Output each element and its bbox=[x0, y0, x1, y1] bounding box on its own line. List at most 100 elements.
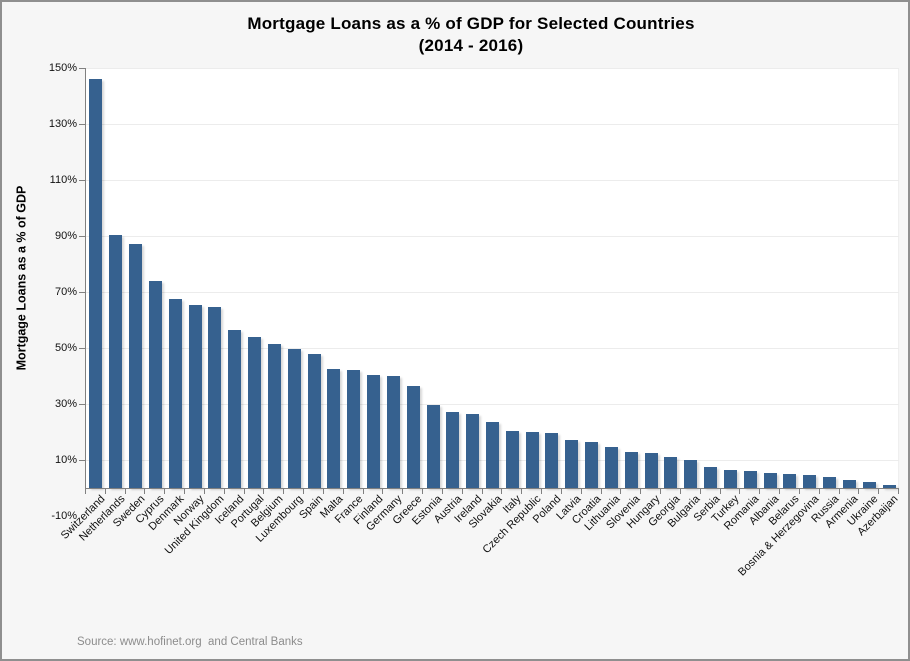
x-tick bbox=[461, 488, 463, 494]
x-tick bbox=[263, 488, 265, 494]
gridline-50 bbox=[86, 348, 899, 349]
x-tick bbox=[818, 488, 820, 494]
bar-ireland bbox=[466, 413, 480, 488]
x-tick bbox=[441, 488, 443, 494]
x-tick bbox=[104, 488, 106, 494]
x-tick bbox=[243, 488, 245, 494]
bar-austria bbox=[446, 412, 460, 488]
x-tick bbox=[164, 488, 166, 494]
bar-spain bbox=[307, 353, 321, 488]
x-tick bbox=[283, 488, 285, 494]
bar-serbia bbox=[704, 467, 718, 488]
bar-bulgaria bbox=[684, 460, 698, 488]
gridline-30 bbox=[86, 404, 899, 405]
x-tick bbox=[85, 488, 86, 494]
bar-croatia bbox=[585, 441, 599, 488]
x-tick bbox=[779, 488, 781, 494]
bar-luxembourg bbox=[287, 349, 301, 488]
chart-title-line2: (2014 - 2016) bbox=[418, 36, 524, 55]
x-tick bbox=[203, 488, 205, 494]
bar-lithuania bbox=[604, 447, 618, 488]
x-tick bbox=[342, 488, 344, 494]
bar-norway bbox=[188, 304, 202, 488]
bar-sweden bbox=[129, 244, 143, 488]
y-tick-label-50: 50% bbox=[54, 341, 77, 354]
gridline-70 bbox=[86, 292, 899, 293]
gridline-90 bbox=[86, 236, 899, 237]
x-tick bbox=[402, 488, 404, 494]
bar-estonia bbox=[426, 405, 440, 488]
y-tick-label-70: 70% bbox=[54, 285, 77, 298]
bar-switzerland bbox=[89, 79, 103, 488]
bar-netherlands bbox=[109, 234, 123, 488]
chart-title-line1: Mortgage Loans as a % of GDP for Selecte… bbox=[247, 14, 695, 33]
y-tick-label--10: -10% bbox=[51, 509, 77, 522]
bar-malta bbox=[327, 369, 341, 488]
bar-romania bbox=[743, 471, 757, 488]
bar-italy bbox=[505, 430, 519, 488]
x-tick bbox=[679, 488, 681, 494]
y-tick-label-110: 110% bbox=[49, 173, 77, 186]
bar-latvia bbox=[565, 440, 579, 488]
y-tick-label-130: 130% bbox=[48, 117, 77, 130]
bar-united-kingdom bbox=[208, 307, 222, 488]
bar-france bbox=[347, 370, 361, 488]
chart-title: Mortgage Loans as a % of GDP for Selecte… bbox=[17, 13, 908, 57]
y-tick-150 bbox=[79, 68, 85, 69]
x-tick bbox=[422, 488, 424, 494]
source-note: Source: www.hofinet.org and Central Bank… bbox=[77, 636, 303, 648]
y-tick-50 bbox=[79, 348, 85, 349]
x-tick bbox=[759, 488, 761, 494]
x-tick bbox=[660, 488, 662, 494]
bar-georgia bbox=[664, 457, 678, 488]
x-tick bbox=[124, 488, 126, 494]
x-tick bbox=[739, 488, 741, 494]
bar-portugal bbox=[248, 336, 262, 488]
y-tick-70 bbox=[79, 292, 85, 293]
bar-greece bbox=[406, 385, 420, 488]
x-tick bbox=[699, 488, 701, 494]
y-tick-90 bbox=[79, 236, 85, 237]
x-tick bbox=[719, 488, 721, 494]
x-tick bbox=[898, 488, 899, 494]
x-tick bbox=[600, 488, 602, 494]
y-axis-line bbox=[85, 68, 86, 489]
x-tick bbox=[184, 488, 186, 494]
x-tick bbox=[382, 488, 384, 494]
bar-czech-republic bbox=[525, 432, 539, 488]
bar-belarus bbox=[783, 474, 797, 488]
x-tick bbox=[322, 488, 324, 494]
x-axis-line bbox=[85, 488, 899, 489]
bar-russia bbox=[823, 476, 837, 488]
x-tick bbox=[878, 488, 880, 494]
bar-hungary bbox=[644, 453, 658, 488]
bar-azerbaijan bbox=[882, 485, 896, 488]
y-tick-110 bbox=[79, 180, 85, 181]
x-tick bbox=[858, 488, 860, 494]
bar-denmark bbox=[168, 299, 182, 488]
bar-cyprus bbox=[148, 280, 162, 488]
x-tick bbox=[838, 488, 840, 494]
y-tick-label-10: 10% bbox=[54, 453, 77, 466]
x-tick bbox=[223, 488, 225, 494]
x-tick bbox=[798, 488, 800, 494]
x-tick bbox=[640, 488, 642, 494]
x-tick bbox=[620, 488, 622, 494]
y-tick-label-150: 150% bbox=[48, 61, 77, 74]
gridline-110 bbox=[86, 180, 899, 181]
gridline-130 bbox=[86, 124, 899, 125]
bar-germany bbox=[386, 376, 400, 488]
bar-ukraine bbox=[862, 482, 876, 488]
bar-bosnia-herzegovina bbox=[803, 475, 817, 488]
y-tick-label-90: 90% bbox=[54, 229, 77, 242]
x-tick bbox=[521, 488, 523, 494]
bar-armenia bbox=[842, 479, 856, 488]
bar-iceland bbox=[228, 329, 242, 488]
y-tick-10 bbox=[79, 460, 85, 461]
y-tick-130 bbox=[79, 124, 85, 125]
bar-finland bbox=[367, 374, 381, 488]
x-tick bbox=[303, 488, 305, 494]
x-tick bbox=[501, 488, 503, 494]
bar-belgium bbox=[267, 343, 281, 488]
